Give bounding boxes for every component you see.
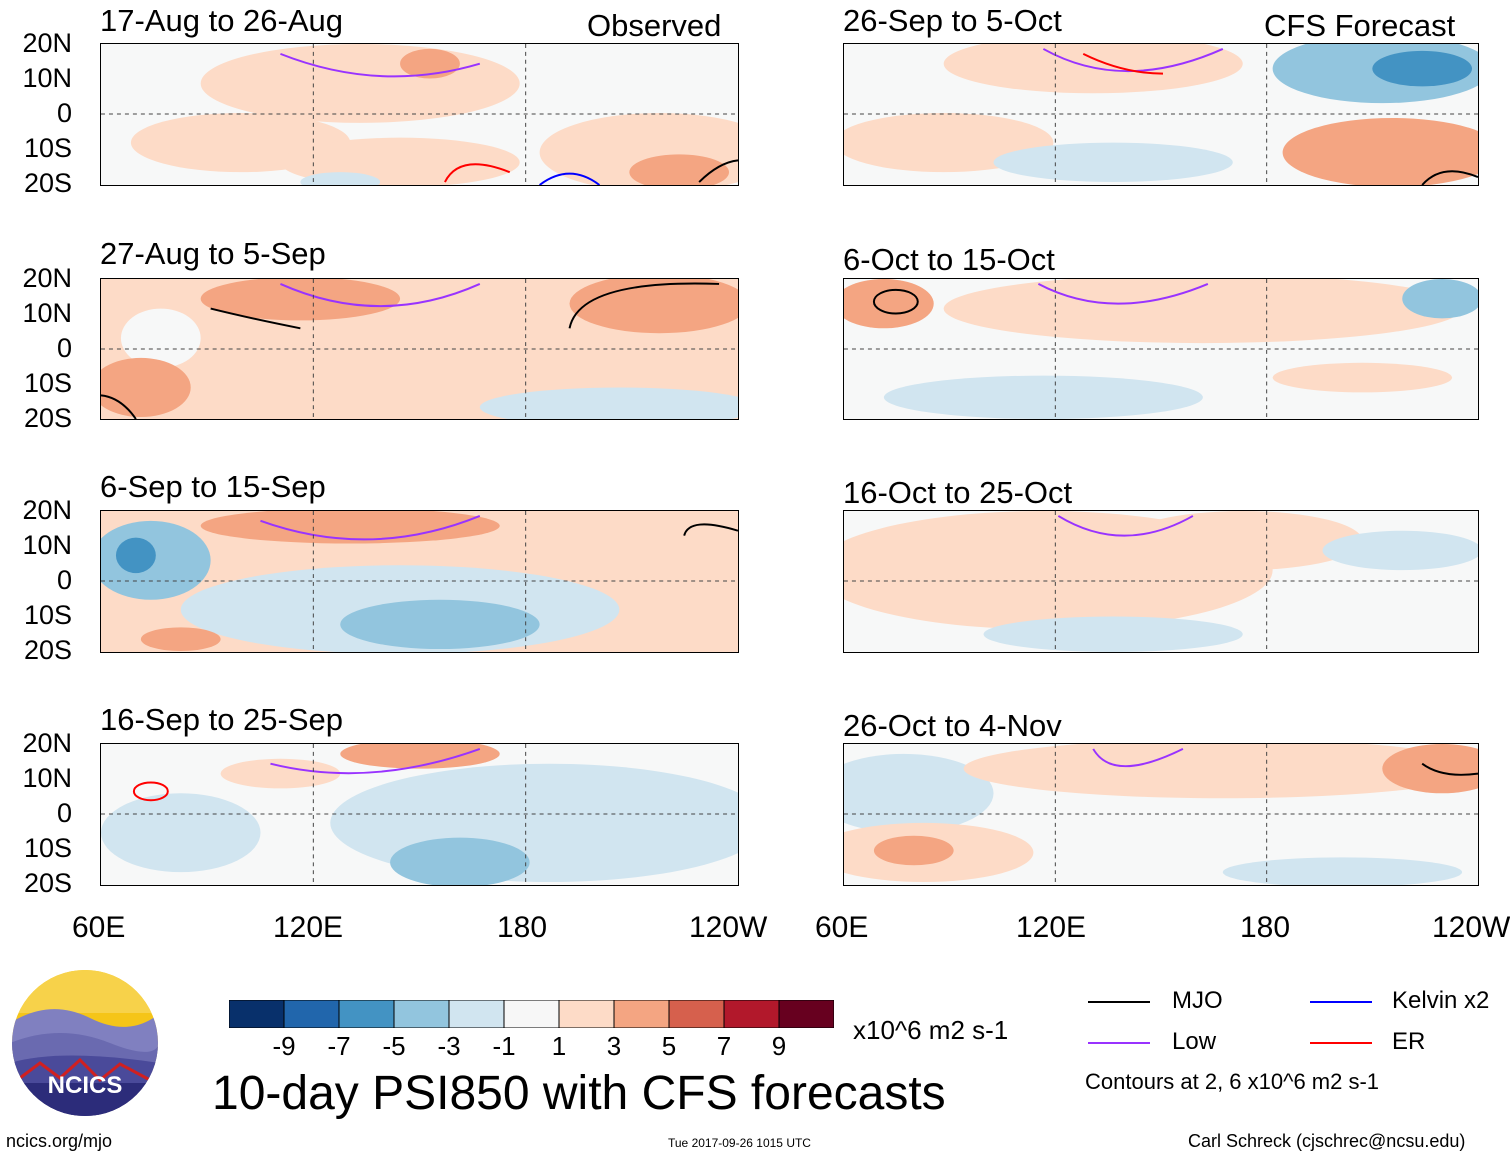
y-tick: 10S	[23, 600, 72, 630]
y-tick: 0	[56, 98, 72, 128]
y-tick: 10S	[23, 833, 72, 863]
legend-line-mjo	[1088, 1001, 1150, 1003]
panel-title: 27-Aug to 5-Sep	[100, 236, 326, 271]
panel-title: 26-Oct to 4-Nov	[843, 708, 1062, 743]
colorbar	[228, 999, 835, 1029]
colorbar-swatch	[558, 999, 615, 1029]
map-panel-1	[100, 278, 739, 420]
contour-note: Contours at 2, 6 x10^6 m2 s-1	[1085, 1069, 1380, 1094]
colorbar-swatch	[228, 999, 285, 1029]
timestamp: Tue 2017-09-26 1015 UTC	[668, 1136, 811, 1150]
colorbar-swatch	[503, 999, 560, 1029]
x-tick: 120W	[689, 911, 768, 944]
y-tick: 0	[56, 565, 72, 595]
ncics-logo: NCICS	[10, 968, 160, 1118]
forecast-header: CFS Forecast	[1264, 8, 1456, 43]
y-tick: 20N	[22, 495, 72, 525]
colorbar-swatch	[283, 999, 340, 1029]
x-tick: 60E	[815, 911, 869, 944]
y-tick: 10S	[23, 133, 72, 163]
panel-title: 16-Sep to 25-Sep	[100, 702, 344, 737]
map-panel-0	[100, 43, 739, 186]
author-credit: Carl Schreck (cjschrec@ncsu.edu)	[1188, 1131, 1466, 1151]
y-tick: 10N	[22, 298, 72, 328]
x-tick: 120E	[273, 911, 344, 944]
colorbar-units: x10^6 m2 s-1	[853, 1015, 1009, 1045]
colorbar-swatch	[448, 999, 505, 1029]
panel-title: 6-Sep to 15-Sep	[100, 469, 326, 504]
legend-line-er	[1310, 1042, 1372, 1044]
y-tick: 20S	[23, 635, 72, 665]
colorbar-label: 9	[771, 1031, 787, 1061]
map-panel-5	[843, 278, 1479, 420]
site-link[interactable]: ncics.org/mjo	[6, 1131, 113, 1151]
panel-title: 26-Sep to 5-Oct	[843, 3, 1062, 38]
legend-label-low: Low	[1172, 1028, 1217, 1055]
y-tick: 10N	[22, 763, 72, 793]
observed-header: Observed	[587, 8, 722, 43]
chart-title: 10-day PSI850 with CFS forecasts	[212, 1067, 946, 1120]
colorbar-label: 3	[606, 1031, 622, 1061]
colorbar-label: -7	[327, 1031, 351, 1061]
x-tick: 120W	[1432, 911, 1510, 944]
colorbar-label: -9	[272, 1031, 296, 1061]
colorbar-label: 5	[661, 1031, 677, 1061]
colorbar-swatch	[778, 999, 835, 1029]
y-tick: 10N	[22, 63, 72, 93]
y-tick: 0	[56, 798, 72, 828]
colorbar-label: 1	[551, 1031, 567, 1061]
colorbar-swatch	[338, 999, 395, 1029]
panel-title: 6-Oct to 15-Oct	[843, 242, 1055, 277]
map-panel-6	[843, 510, 1479, 653]
x-tick: 180	[1240, 911, 1291, 944]
map-panel-7	[843, 743, 1479, 886]
colorbar-swatch	[393, 999, 450, 1029]
y-tick: 20N	[22, 28, 72, 58]
legend-line-kelvin	[1310, 1001, 1372, 1003]
y-tick: 0	[56, 333, 72, 363]
y-tick: 10S	[23, 368, 72, 398]
map-panel-3	[100, 743, 739, 886]
colorbar-label: -5	[382, 1031, 406, 1061]
logo-text: NCICS	[48, 1072, 123, 1099]
colorbar-label: 7	[716, 1031, 732, 1061]
y-tick: 20S	[23, 403, 72, 433]
legend-label-mjo: MJO	[1172, 987, 1223, 1014]
legend-line-low	[1088, 1042, 1150, 1044]
colorbar-label: -3	[437, 1031, 461, 1061]
colorbar-swatch	[668, 999, 725, 1029]
y-tick: 20N	[22, 263, 72, 293]
map-panel-2	[100, 510, 739, 653]
x-tick: 120E	[1016, 911, 1087, 944]
legend-label-er: ER	[1392, 1028, 1426, 1055]
y-tick: 20S	[23, 868, 72, 898]
panel-title: 16-Oct to 25-Oct	[843, 475, 1073, 510]
map-panel-4	[843, 43, 1479, 186]
x-tick: 180	[497, 911, 548, 944]
legend-label-kelvin: Kelvin x2	[1392, 987, 1490, 1014]
colorbar-label: -1	[492, 1031, 516, 1061]
y-tick: 20S	[23, 168, 72, 198]
y-tick: 10N	[22, 530, 72, 560]
x-tick: 60E	[72, 911, 126, 944]
y-tick: 20N	[22, 728, 72, 758]
colorbar-swatch	[613, 999, 670, 1029]
panel-title: 17-Aug to 26-Aug	[100, 3, 344, 38]
colorbar-swatch	[723, 999, 780, 1029]
